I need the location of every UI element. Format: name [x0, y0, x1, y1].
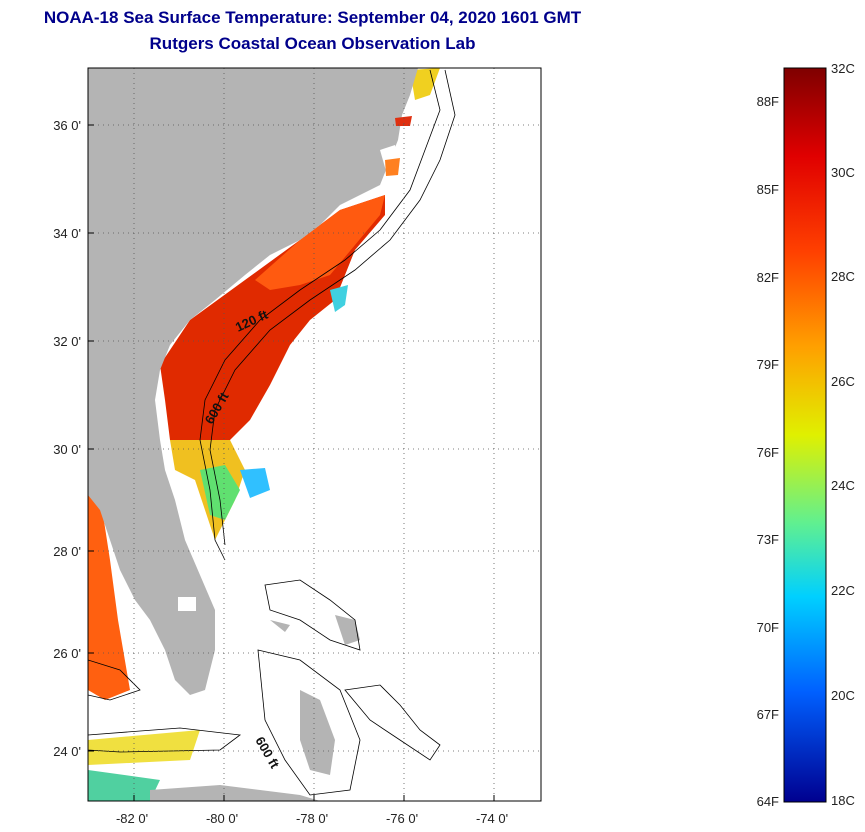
sst-nc-north — [410, 68, 440, 100]
x-tick-label: -78 0' — [296, 811, 328, 826]
colorbar-celsius-label: 30C — [831, 165, 855, 180]
us-land — [88, 68, 418, 695]
map-subtitle: Rutgers Coastal Ocean Observation Lab — [149, 34, 476, 53]
sst-cyan-patch — [330, 285, 348, 312]
y-tick-label: 36 0' — [53, 118, 81, 133]
y-tick-label: 26 0' — [53, 646, 81, 661]
y-tick-label: 28 0' — [53, 544, 81, 559]
map-grid — [88, 68, 541, 801]
sst-chesapeake — [395, 116, 412, 126]
x-tick-label: -80 0' — [206, 811, 238, 826]
sst-cyan-east — [240, 468, 270, 498]
colorbar-fahrenheit-label: 67F — [757, 707, 779, 722]
map-title: NOAA-18 Sea Surface Temperature: Septemb… — [43, 8, 582, 27]
colorbar-celsius-label: 22C — [831, 583, 855, 598]
sst-gulf-west — [88, 490, 130, 700]
x-tick-label: -74 0' — [476, 811, 508, 826]
sst-sound-orange — [385, 158, 400, 176]
sst-green-patch — [200, 465, 240, 520]
colorbar-fahrenheit-label: 73F — [757, 532, 779, 547]
colorbar — [783, 67, 827, 803]
colorbar-celsius-label: 18C — [831, 793, 855, 808]
colorbar-fahrenheit-label: 70F — [757, 620, 779, 635]
bahamas-abaco — [335, 615, 360, 645]
bahamas-andros — [300, 690, 335, 775]
y-tick-label: 30 0' — [53, 442, 81, 457]
colorbar-fahrenheit-label: 85F — [757, 182, 779, 197]
colorbar-celsius-label: 20C — [831, 688, 855, 703]
bathymetry-contours — [88, 69, 456, 796]
colorbar-fahrenheit-label: 76F — [757, 445, 779, 460]
colorbar-celsius-label: 28C — [831, 269, 855, 284]
lake-okeechobee — [178, 597, 196, 611]
map-ticks — [88, 124, 495, 801]
y-tick-label: 32 0' — [53, 334, 81, 349]
sst-swath-orange — [255, 195, 385, 290]
colorbar-fahrenheit-label: 79F — [757, 357, 779, 372]
x-tick-label: -82 0' — [116, 811, 148, 826]
y-tick-label: 34 0' — [53, 226, 81, 241]
colorbar-celsius-label: 24C — [831, 478, 855, 493]
colorbar-celsius-label: 26C — [831, 374, 855, 389]
y-tick-label: 24 0' — [53, 744, 81, 759]
colorbar-celsius-label: 32C — [831, 61, 855, 76]
sst-gulf-south — [88, 730, 200, 765]
colorbar-fahrenheit-label: 64F — [757, 794, 779, 809]
colorbar-fahrenheit-label: 88F — [757, 94, 779, 109]
colorbar-fahrenheit-label: 82F — [757, 270, 779, 285]
sst-gulf-lower — [88, 770, 160, 801]
bahamas-grand — [270, 620, 290, 632]
x-tick-label: -76 0' — [386, 811, 418, 826]
cuba-land — [150, 785, 320, 801]
